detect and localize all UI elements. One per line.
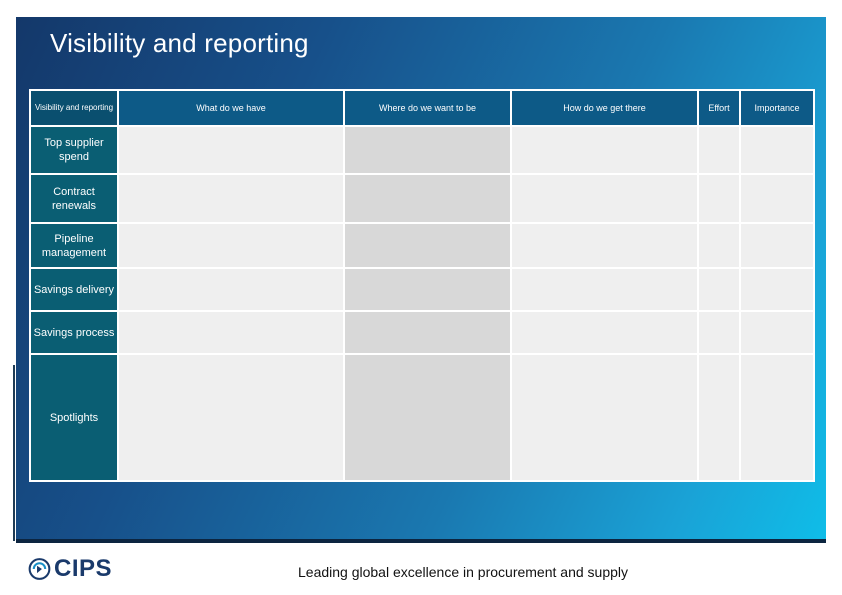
footer-tagline: Leading global excellence in procurement… <box>298 564 628 580</box>
table-cell[interactable] <box>697 353 741 482</box>
table-cell[interactable] <box>343 353 512 482</box>
table-cell[interactable] <box>343 125 512 175</box>
reporting-table: Visibility and reporting What do we have… <box>29 89 815 482</box>
row-label: Savings delivery <box>29 267 119 312</box>
table-row: Top supplier spend <box>29 125 815 175</box>
table-cell[interactable] <box>697 173 741 224</box>
table-cell[interactable] <box>697 125 741 175</box>
table-cell[interactable] <box>343 173 512 224</box>
table-header-row: Visibility and reporting What do we have… <box>29 89 815 127</box>
table-cell[interactable] <box>117 267 345 312</box>
table-row: Contract renewals <box>29 173 815 224</box>
table-cell[interactable] <box>343 222 512 269</box>
row-label: Contract renewals <box>29 173 119 224</box>
table-row: Savings process <box>29 310 815 355</box>
table-cell[interactable] <box>739 310 815 355</box>
table-cell[interactable] <box>739 267 815 312</box>
table-cell[interactable] <box>697 267 741 312</box>
column-header: Importance <box>739 89 815 127</box>
column-header: Effort <box>697 89 741 127</box>
row-label: Spotlights <box>29 353 119 482</box>
table-cell[interactable] <box>739 173 815 224</box>
left-edge-line <box>13 365 15 541</box>
column-header: What do we have <box>117 89 345 127</box>
cips-globe-icon <box>28 558 51 580</box>
table-cell[interactable] <box>739 222 815 269</box>
table-row: Savings delivery <box>29 267 815 312</box>
table-cell[interactable] <box>510 353 699 482</box>
table-cell[interactable] <box>117 222 345 269</box>
table-cell[interactable] <box>697 310 741 355</box>
row-label: Top supplier spend <box>29 125 119 175</box>
row-label: Savings process <box>29 310 119 355</box>
table-cell[interactable] <box>343 310 512 355</box>
table-corner-header: Visibility and reporting <box>29 89 119 127</box>
table-cell[interactable] <box>117 125 345 175</box>
cips-logo: CIPS <box>28 553 112 585</box>
table-cell[interactable] <box>510 310 699 355</box>
slide-title: Visibility and reporting <box>50 28 309 58</box>
table-cell[interactable] <box>739 125 815 175</box>
table-cell[interactable] <box>739 353 815 482</box>
column-header: Where do we want to be <box>343 89 512 127</box>
table-cell[interactable] <box>343 267 512 312</box>
table-cell[interactable] <box>697 222 741 269</box>
logo-text: CIPS <box>53 555 112 582</box>
table-cell[interactable] <box>510 125 699 175</box>
table-cell[interactable] <box>510 222 699 269</box>
column-header: How do we get there <box>510 89 699 127</box>
table-cell[interactable] <box>117 310 345 355</box>
table-cell[interactable] <box>117 353 345 482</box>
table-row: Spotlights <box>29 353 815 482</box>
table-cell[interactable] <box>117 173 345 224</box>
row-label: Pipeline management <box>29 222 119 269</box>
table-cell[interactable] <box>510 173 699 224</box>
table-cell[interactable] <box>510 267 699 312</box>
table-row: Pipeline management <box>29 222 815 269</box>
